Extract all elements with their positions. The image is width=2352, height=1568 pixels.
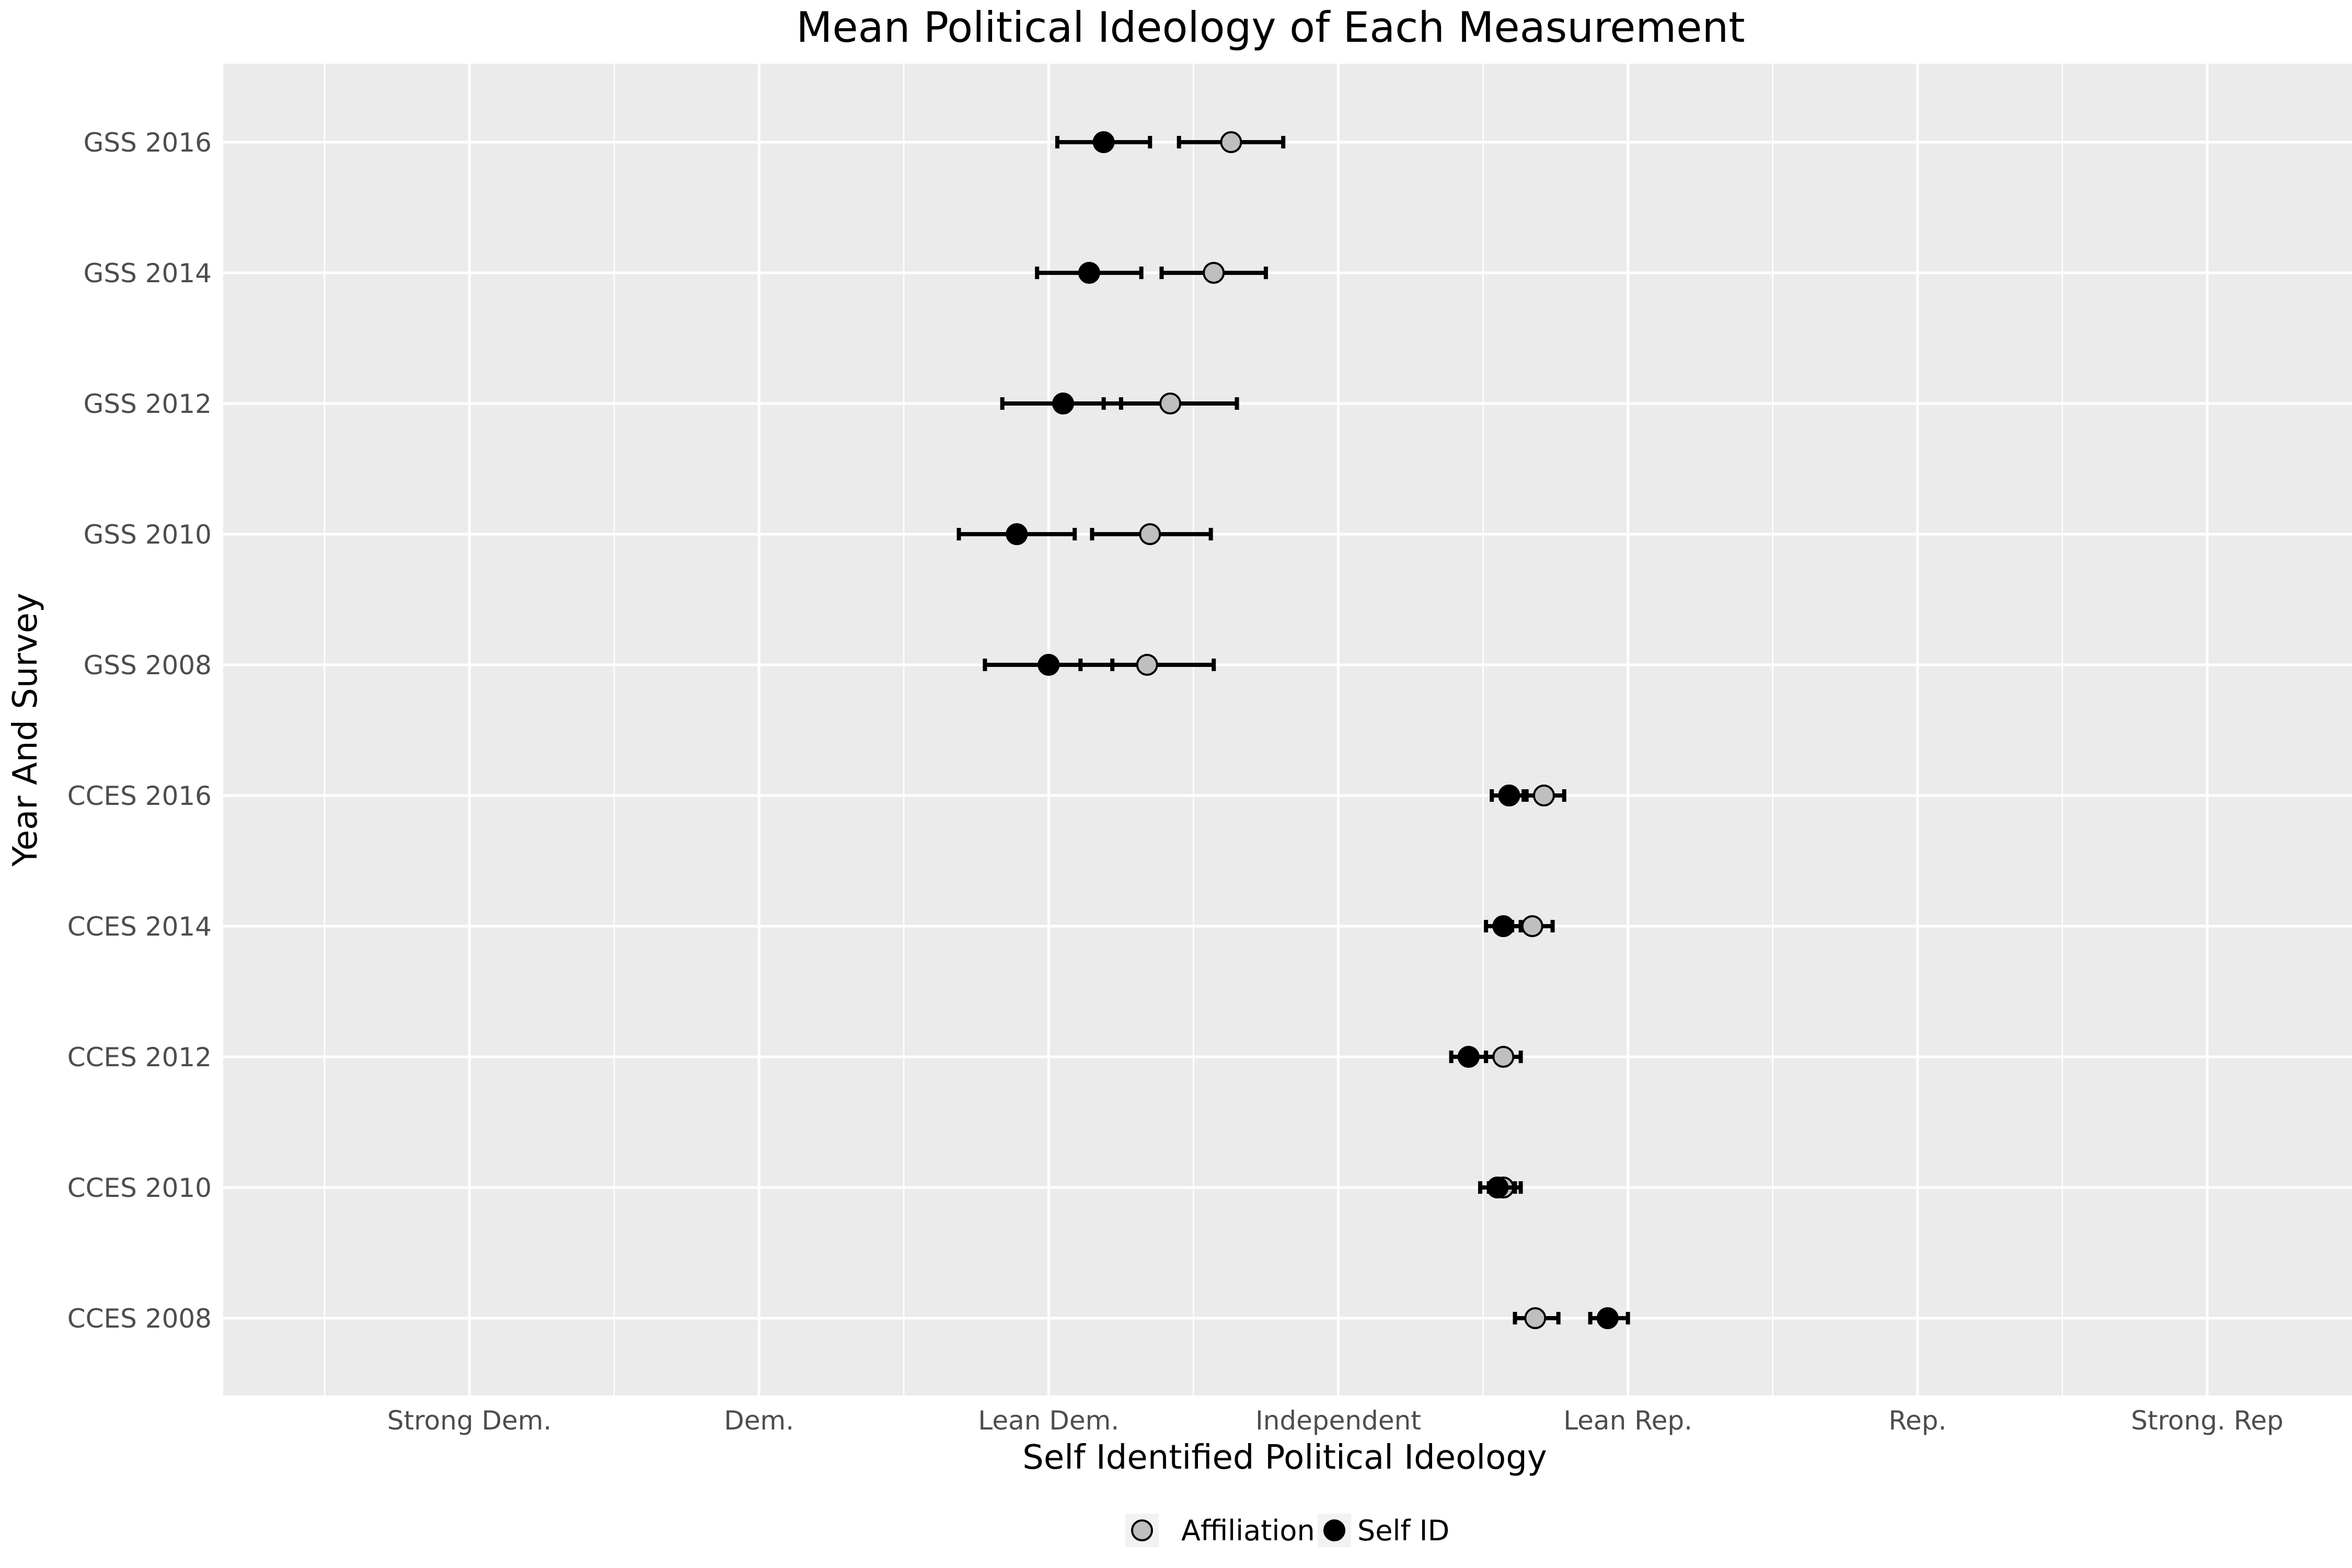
legend-item-affiliation: Affiliation: [1125, 1514, 1315, 1547]
data-point: [1136, 654, 1158, 676]
legend-label: Self ID: [1357, 1514, 1449, 1547]
legend-item-self-id: Self ID: [1318, 1514, 1449, 1547]
legend-label: Affiliation: [1181, 1514, 1315, 1547]
data-point: [1092, 131, 1115, 153]
y-tick-label: GSS 2008: [84, 650, 212, 681]
x-tick-label: Independent: [1255, 1405, 1421, 1436]
chart-title: Mean Political Ideology of Each Measurem…: [796, 3, 1745, 52]
data-point: [1006, 523, 1028, 545]
data-point: [1492, 1046, 1515, 1068]
data-point: [1220, 131, 1242, 153]
grid-major: [223, 64, 2352, 1396]
legend-key: [1323, 1519, 1345, 1541]
data-point: [1498, 785, 1520, 806]
x-tick-label: Dem.: [724, 1405, 794, 1436]
series-self-id: [956, 131, 1630, 1329]
y-tick-label: CCES 2012: [67, 1042, 212, 1073]
y-axis-title: Year And Survey: [6, 593, 45, 867]
series-layer: [956, 131, 1630, 1329]
data-point: [1524, 1307, 1547, 1329]
y-tick-label: CCES 2008: [67, 1304, 212, 1334]
y-tick-label: GSS 2014: [84, 258, 212, 289]
series-affiliation: [1078, 131, 1566, 1329]
data-point: [1139, 523, 1161, 545]
x-tick-label: Strong. Rep: [2131, 1405, 2284, 1436]
data-point: [1532, 785, 1555, 806]
x-tick-label: Lean Rep.: [1563, 1405, 1692, 1436]
y-tick-labels: GSS 2016 GSS 2014 GSS 2012 GSS 2010 GSS 2008…: [67, 128, 212, 1334]
legend: Affiliation Self ID: [1125, 1514, 1449, 1547]
y-tick-label: CCES 2014: [67, 912, 212, 942]
data-point: [1203, 262, 1225, 284]
data-point: [1521, 915, 1543, 937]
plot-panel: [223, 64, 2352, 1396]
data-point: [1078, 262, 1100, 284]
data-point: [1052, 393, 1075, 414]
data-point: [1037, 654, 1060, 676]
x-tick-labels: Strong Dem. Dem. Lean Dem. Independent Lean …: [387, 1405, 2284, 1436]
data-point: [1159, 393, 1182, 414]
data-point: [1492, 915, 1515, 937]
x-axis-title: Self Identified Political Ideology: [1022, 1438, 1547, 1477]
legend-key: [1131, 1519, 1153, 1541]
y-tick-label: GSS 2010: [84, 520, 212, 550]
y-tick-label: GSS 2012: [84, 389, 212, 419]
grid-minor: [324, 64, 2063, 1396]
data-point: [1486, 1177, 1509, 1198]
data-point: [1457, 1046, 1480, 1068]
y-tick-label: CCES 2010: [67, 1173, 212, 1203]
data-point: [1596, 1307, 1619, 1329]
x-tick-label: Strong Dem.: [387, 1405, 552, 1436]
x-tick-label: Rep.: [1888, 1405, 1946, 1436]
y-tick-label: CCES 2016: [67, 781, 212, 811]
y-tick-label: GSS 2016: [84, 128, 212, 158]
x-tick-label: Lean Dem.: [978, 1405, 1119, 1436]
